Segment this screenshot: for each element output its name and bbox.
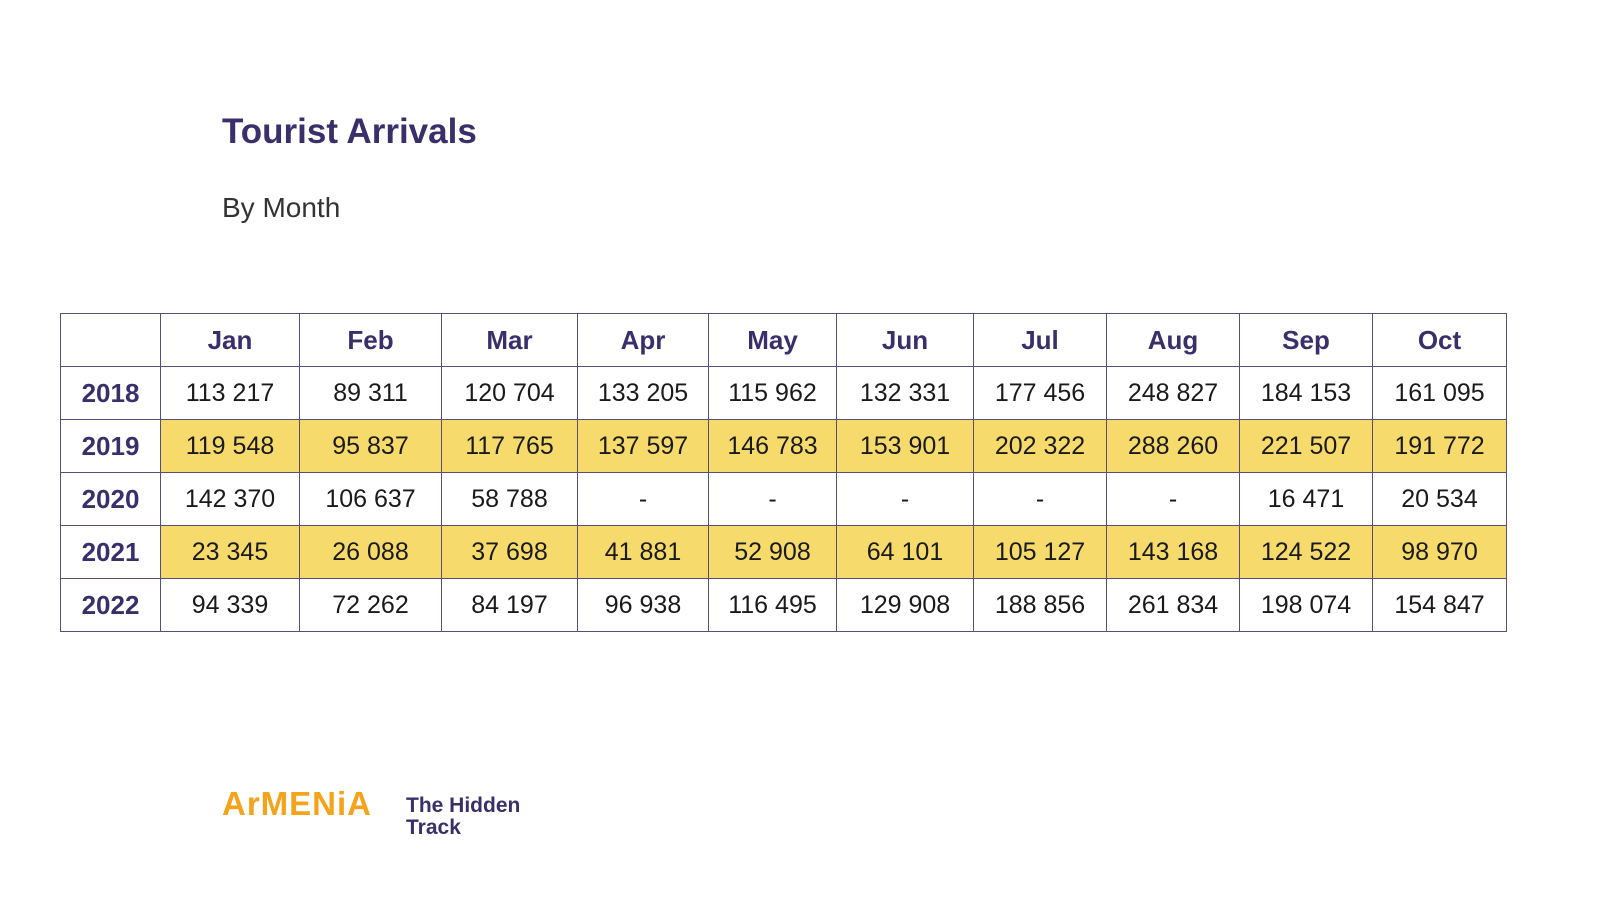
- table-cell: 154 847: [1372, 578, 1507, 632]
- column-header: May: [708, 313, 837, 367]
- table-cell: 72 262: [299, 578, 442, 632]
- column-header: Jun: [836, 313, 974, 367]
- table-cell: 202 322: [973, 419, 1107, 473]
- table-cell: 119 548: [160, 419, 300, 473]
- table-cell: 96 938: [577, 578, 709, 632]
- table-cell: 146 783: [708, 419, 837, 473]
- column-header: Jan: [160, 313, 300, 367]
- table-header-row: Jan Feb Mar Apr May Jun Jul Aug Sep Oct: [60, 313, 1507, 367]
- table-cell: 198 074: [1239, 578, 1373, 632]
- page-title: Tourist Arrivals: [222, 112, 477, 151]
- column-header: Aug: [1106, 313, 1240, 367]
- table-row: 2021 23 345 26 088 37 698 41 881 52 908 64 101…: [60, 525, 1507, 579]
- armenia-logo: ArMENiA The Hidden Track: [222, 785, 520, 839]
- table-cell: 37 698: [441, 525, 578, 579]
- table-cell: 133 205: [577, 366, 709, 420]
- table-cell: 129 908: [836, 578, 974, 632]
- column-header: Apr: [577, 313, 709, 367]
- table-cell: 84 197: [441, 578, 578, 632]
- table-cell: 137 597: [577, 419, 709, 473]
- table-cell: 26 088: [299, 525, 442, 579]
- table-cell: 261 834: [1106, 578, 1240, 632]
- row-year: 2019: [60, 419, 161, 473]
- column-header: Jul: [973, 313, 1107, 367]
- table-cell: 117 765: [441, 419, 578, 473]
- table-cell: 188 856: [973, 578, 1107, 632]
- table-cell: 161 095: [1372, 366, 1507, 420]
- table-row: 2019 119 548 95 837 117 765 137 597 146 783 15…: [60, 419, 1507, 473]
- table-cell: -: [973, 472, 1107, 526]
- column-header: Sep: [1239, 313, 1373, 367]
- header-corner: [60, 313, 161, 367]
- table-cell: 89 311: [299, 366, 442, 420]
- table-row: 2022 94 339 72 262 84 197 96 938 116 495 129 9…: [60, 578, 1507, 632]
- table-cell: 191 772: [1372, 419, 1507, 473]
- table-cell: 106 637: [299, 472, 442, 526]
- table-cell: -: [708, 472, 837, 526]
- table-cell: 142 370: [160, 472, 300, 526]
- row-year: 2022: [60, 578, 161, 632]
- table-cell: -: [836, 472, 974, 526]
- table-row: 2020 142 370 106 637 58 788- - - - -16 471 20 53…: [60, 472, 1507, 526]
- page-subtitle: By Month: [222, 192, 341, 223]
- row-year: 2021: [60, 525, 161, 579]
- logo-brand: ArMENiA: [222, 785, 373, 822]
- table-cell: 41 881: [577, 525, 709, 579]
- table-cell: -: [577, 472, 709, 526]
- table-row: 2018 113 217 89 311 120 704 133 205 115 962 13…: [60, 366, 1507, 420]
- table-cell: 120 704: [441, 366, 578, 420]
- table-cell: 113 217: [160, 366, 300, 420]
- row-year: 2020: [60, 472, 161, 526]
- table-cell: 105 127: [973, 525, 1107, 579]
- table-cell: 115 962: [708, 366, 837, 420]
- table-cell: -: [1106, 472, 1240, 526]
- table-cell: 288 260: [1106, 419, 1240, 473]
- row-year: 2018: [60, 366, 161, 420]
- table-cell: 98 970: [1372, 525, 1507, 579]
- table-cell: 64 101: [836, 525, 974, 579]
- table-cell: 94 339: [160, 578, 300, 632]
- table-cell: 248 827: [1106, 366, 1240, 420]
- table-cell: 52 908: [708, 525, 837, 579]
- table-cell: 177 456: [973, 366, 1107, 420]
- logo-tagline: The Hidden Track: [406, 794, 521, 839]
- table-cell: 132 331: [836, 366, 974, 420]
- table-cell: 58 788: [441, 472, 578, 526]
- table-cell: 16 471: [1239, 472, 1373, 526]
- column-header: Feb: [299, 313, 442, 367]
- table-cell: 153 901: [836, 419, 974, 473]
- table-cell: 23 345: [160, 525, 300, 579]
- table-cell: 124 522: [1239, 525, 1373, 579]
- table-cell: 95 837: [299, 419, 442, 473]
- table-cell: 20 534: [1372, 472, 1507, 526]
- table-cell: 143 168: [1106, 525, 1240, 579]
- table-cell: 116 495: [708, 578, 837, 632]
- column-header: Oct: [1372, 313, 1507, 367]
- arrivals-table: Jan Feb Mar Apr May Jun Jul Aug Sep Oct 2018 113 2…: [60, 313, 1507, 632]
- column-header: Mar: [441, 313, 578, 367]
- table-cell: 221 507: [1239, 419, 1373, 473]
- table-cell: 184 153: [1239, 366, 1373, 420]
